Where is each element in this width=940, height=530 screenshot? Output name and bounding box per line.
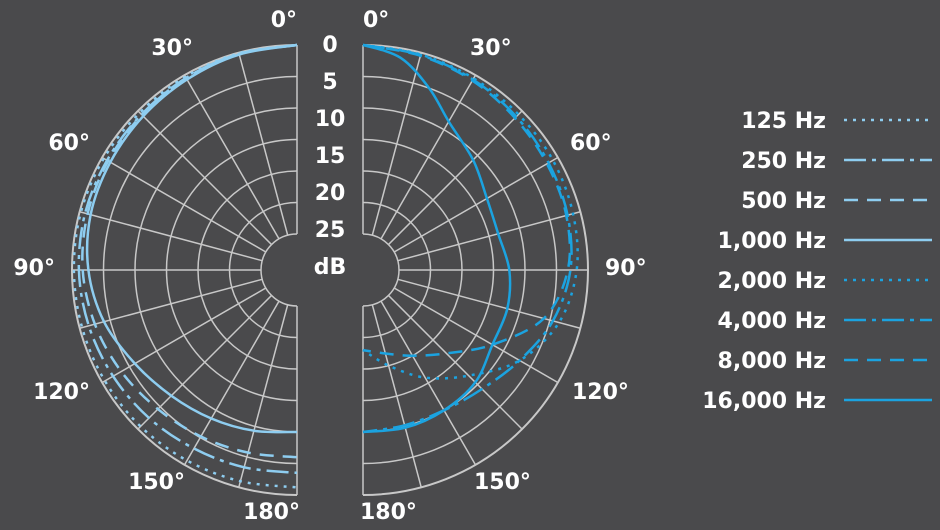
series-curve-4 [362, 43, 579, 380]
series-curve-7 [362, 43, 512, 434]
grid-spoke-right-120 [393, 287, 559, 384]
grid-spoke-left-135 [137, 294, 273, 430]
legend-label-4: 2,000 Hz [718, 269, 826, 294]
grid-spoke-left-45 [137, 110, 273, 246]
grid-spoke-left-165 [238, 304, 289, 488]
grid-spoke-left-105 [79, 278, 263, 329]
grid-spoke-left-75 [79, 211, 263, 262]
angle-label-right-30: 30° [470, 36, 512, 61]
radial-label-3: 15 [315, 144, 346, 169]
grid-spoke-left-30 [183, 74, 280, 240]
grid-spoke-right-75 [397, 211, 581, 262]
legend-label-0: 125 Hz [741, 109, 826, 134]
grid-spoke-right-60 [393, 156, 559, 253]
series-curve-6 [362, 43, 572, 357]
angle-label-right-60: 60° [570, 131, 612, 156]
radial-label-4: 20 [315, 181, 346, 206]
legend-label-6: 8,000 Hz [718, 349, 826, 374]
legend-label-3: 1,000 Hz [718, 229, 826, 254]
grid-spoke-right-45 [387, 110, 523, 246]
grid-circle-right-30db [362, 233, 400, 307]
grid-spoke-right-150 [380, 300, 477, 466]
center-gap [298, 0, 362, 530]
angle-label-left-180: 180° [243, 500, 300, 525]
grid-spoke-left-15 [238, 52, 289, 236]
grid-circle-left-30db [260, 233, 298, 307]
grid-spoke-right-105 [397, 278, 581, 329]
series-curve-0 [72, 43, 298, 489]
radial-label-6: dB [314, 255, 347, 280]
grid-spoke-right-135 [387, 294, 523, 430]
series-curve-3 [85, 43, 298, 434]
angle-label-right-90: 90° [605, 256, 647, 281]
series-curve-1 [77, 43, 298, 475]
angle-label-right-180: 180° [360, 500, 417, 525]
angle-label-left-30: 30° [151, 36, 193, 61]
legend-label-2: 500 Hz [741, 189, 826, 214]
grid-spoke-right-165 [371, 304, 422, 488]
angle-label-left-90: 90° [13, 256, 55, 281]
radial-label-0: 0 [322, 33, 337, 58]
radial-label-2: 10 [315, 107, 346, 132]
angle-label-right-0: 0° [363, 8, 389, 33]
angle-label-right-150: 150° [474, 470, 531, 495]
angle-label-left-60: 60° [48, 131, 90, 156]
radial-label-1: 5 [322, 70, 337, 95]
angle-label-right-120: 120° [572, 380, 629, 405]
legend-label-7: 16,000 Hz [702, 389, 826, 414]
angle-label-left-120: 120° [33, 380, 90, 405]
legend-label-1: 250 Hz [741, 149, 826, 174]
grid-spoke-left-60 [101, 156, 267, 253]
grid-spoke-left-120 [101, 287, 267, 384]
angle-label-left-0: 0° [271, 8, 297, 33]
series-curve-2 [81, 43, 298, 459]
grid-spoke-right-15 [371, 52, 422, 236]
radial-label-5: 25 [315, 218, 346, 243]
grid-spoke-left-150 [183, 300, 280, 466]
grid-spoke-right-30 [380, 74, 477, 240]
legend-label-5: 4,000 Hz [718, 309, 826, 334]
angle-label-left-150: 150° [128, 470, 185, 495]
